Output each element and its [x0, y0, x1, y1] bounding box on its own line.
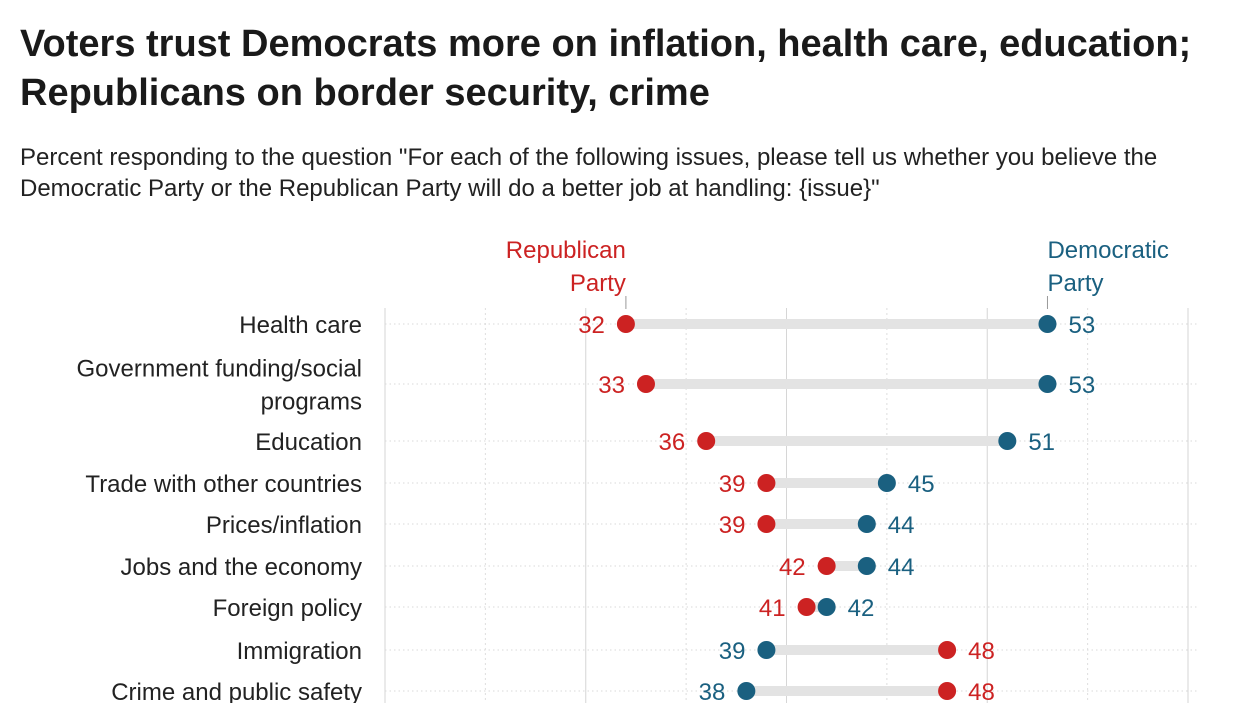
- legend-republican-line2: Party: [570, 270, 626, 297]
- republican-dot: [697, 432, 716, 450]
- democratic-value-label: 53: [1068, 372, 1095, 399]
- democratic-value-label: 44: [888, 512, 915, 539]
- category-label: programs: [261, 389, 362, 416]
- democratic-dot: [857, 557, 876, 575]
- republican-value-label: 32: [578, 312, 605, 339]
- republican-dot: [636, 375, 655, 393]
- category-label: Trade with other countries: [85, 471, 362, 498]
- democratic-value-label: 42: [848, 595, 875, 622]
- republican-value-label: 48: [968, 638, 995, 665]
- democratic-value-label: 45: [908, 471, 935, 498]
- category-label: Government funding/social: [77, 356, 363, 383]
- democratic-dot: [737, 682, 756, 700]
- category-label: Education: [255, 429, 362, 456]
- democratic-dot: [1038, 375, 1057, 393]
- republican-dot: [817, 557, 836, 575]
- category-label: Crime and public safety: [111, 679, 362, 703]
- chart-title: Voters trust Democrats more on inflation…: [20, 23, 1192, 114]
- republican-value-label: 39: [719, 512, 746, 539]
- republican-dot: [938, 641, 957, 659]
- democratic-dot: [1038, 315, 1057, 333]
- category-label: Immigration: [237, 638, 362, 665]
- republican-value-label: 36: [658, 429, 685, 456]
- democratic-value-label: 51: [1028, 429, 1055, 456]
- democratic-value-label: 38: [699, 679, 726, 703]
- republican-value-label: 39: [719, 471, 746, 498]
- republican-dot: [797, 598, 816, 616]
- democratic-value-label: 39: [719, 638, 746, 665]
- category-label: Foreign policy: [213, 595, 362, 622]
- republican-dot: [757, 515, 776, 533]
- legend-republican-line1: Republican: [506, 237, 626, 264]
- category-label: Prices/inflation: [206, 512, 362, 539]
- democratic-value-label: 44: [888, 554, 915, 581]
- category-label: Jobs and the economy: [121, 554, 363, 581]
- category-label: Health care: [239, 312, 362, 339]
- democratic-dot: [877, 474, 896, 492]
- democratic-dot: [857, 515, 876, 533]
- chart-subtitle: Percent responding to the question "For …: [20, 144, 1158, 202]
- democratic-value-label: 53: [1068, 312, 1095, 339]
- republican-dot: [938, 682, 957, 700]
- republican-dot: [757, 474, 776, 492]
- legend-democratic-line2: Party: [1047, 270, 1103, 297]
- democratic-dot: [817, 598, 836, 616]
- legend-democratic-line1: Democratic: [1047, 237, 1168, 264]
- republican-value-label: 41: [759, 595, 786, 622]
- republican-dot: [616, 315, 635, 333]
- republican-value-label: 48: [968, 679, 995, 703]
- republican-value-label: 42: [779, 554, 806, 581]
- democratic-dot: [998, 432, 1017, 450]
- democratic-dot: [757, 641, 776, 659]
- republican-value-label: 33: [598, 372, 625, 399]
